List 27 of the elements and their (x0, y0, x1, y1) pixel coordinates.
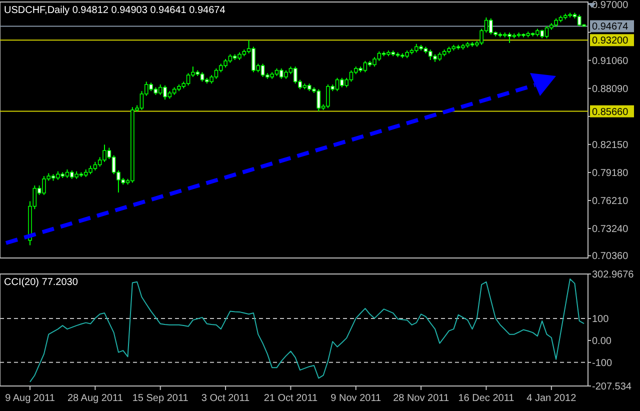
x-tick-label: 9 Aug 2011 (5, 393, 56, 404)
y-tick-label: -207.534 (592, 382, 632, 392)
y-tick-label: -100 (592, 358, 612, 369)
y-tick-label: 0.70360 (592, 251, 629, 262)
y-tick-label: 100 (592, 314, 610, 326)
x-tick-label: 9 Nov 2011 (330, 393, 382, 404)
x-tick-label: 28 Nov 2011 (393, 393, 450, 404)
y-tick-label: 0.76210 (592, 196, 629, 208)
y-tick-label: 0.88090 (592, 84, 629, 95)
y-tick-label: 0.91060 (592, 56, 629, 67)
ref-line-label: 0.94674 (592, 22, 629, 33)
ref-line-label: 0.85660 (592, 106, 629, 118)
y-tick-label: 302.9676 (592, 270, 634, 280)
x-tick-label: 3 Oct 2011 (201, 393, 250, 404)
chart-title: CCI(20) 77.2030 (4, 277, 78, 288)
y-tick-label: 0.79180 (592, 168, 629, 179)
y-tick-label: 0.97000 (592, 0, 629, 11)
x-tick-label: 28 Aug 2011 (67, 393, 124, 404)
y-tick-label: 0.00 (592, 336, 612, 347)
ref-line-label: 0.93200 (592, 36, 629, 47)
y-tick-label: 0.82150 (592, 140, 629, 151)
x-tick-label: 16 Dec 2011 (458, 393, 515, 404)
x-tick-label: 15 Sep 2011 (132, 393, 189, 404)
chart-title: USDCHF,Daily 0.94812 0.94903 0.94641 0.94674 (4, 5, 226, 16)
x-tick-label: 21 Oct 2011 (264, 393, 318, 404)
y-tick-label: 0.73240 (592, 224, 629, 236)
x-tick-label: 4 Jan 2012 (526, 393, 577, 404)
